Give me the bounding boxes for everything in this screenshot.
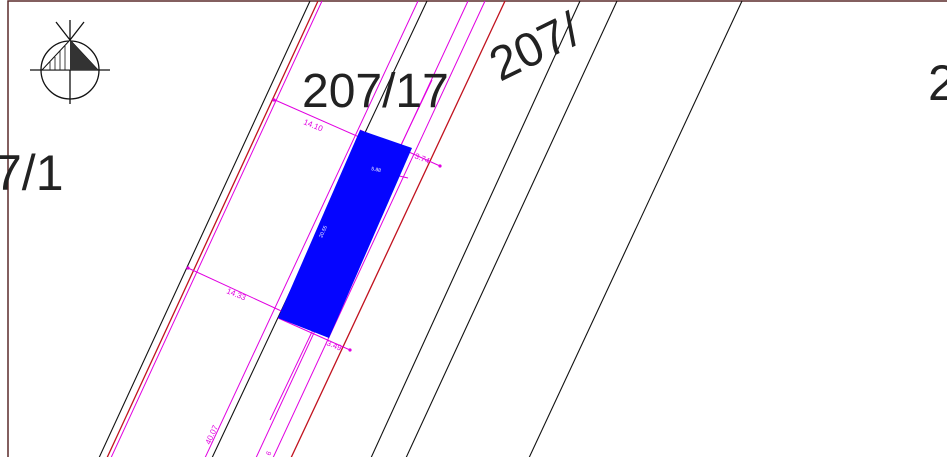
building-short-label: 5.88 xyxy=(371,166,382,174)
dim-tick xyxy=(272,98,276,102)
dim-tick xyxy=(348,348,352,352)
dim-tick xyxy=(438,164,442,168)
setback-line xyxy=(272,0,486,457)
boundary-line xyxy=(528,0,743,457)
parcel-label-right: 2 xyxy=(928,55,947,111)
boundary-line xyxy=(370,0,581,457)
building-long-label: 20.55 xyxy=(318,225,329,239)
parcel-label-left: 7/1 xyxy=(0,145,64,201)
building-footprint xyxy=(278,130,412,338)
red-boundary-left xyxy=(106,0,319,457)
boundary-line xyxy=(405,0,618,457)
setback-line xyxy=(110,0,323,457)
dim-mid-width-line xyxy=(187,267,291,316)
parcel-label-center: 207/17 xyxy=(302,65,449,118)
boundary-line xyxy=(98,0,311,457)
dim-bottom-right-line xyxy=(277,317,351,351)
map-frame xyxy=(7,0,947,457)
dim-tick xyxy=(186,266,190,270)
red-boundary-right xyxy=(290,0,506,457)
dim-bottom-length-label: 40.07 xyxy=(204,423,221,445)
dim-bottom-small-label: 6 xyxy=(265,450,273,457)
setback-line xyxy=(204,0,419,457)
parcel-boundaries xyxy=(98,0,743,457)
north-arrow-icon xyxy=(30,20,110,104)
dim-mid-width-label: 14.33 xyxy=(225,287,247,303)
legal-boundaries xyxy=(106,0,506,457)
